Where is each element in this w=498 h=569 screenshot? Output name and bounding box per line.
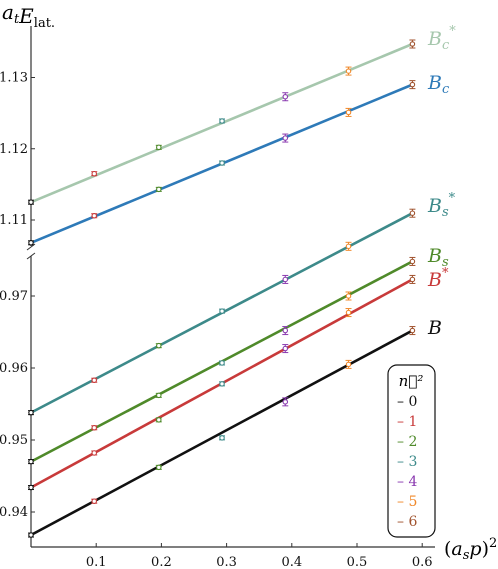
x-tick-label: 0.1 <box>86 555 107 569</box>
data-point <box>409 81 416 88</box>
series-label: Bc* <box>427 24 456 53</box>
y-tick: 0.96 <box>0 361 35 376</box>
data-point <box>282 345 289 352</box>
data-point <box>156 464 162 471</box>
legend-entry: – 6 <box>397 514 417 530</box>
legend-entry: – 5 <box>397 494 417 510</box>
series-lines <box>30 42 414 537</box>
data-point <box>28 409 34 416</box>
x-tick: 0.6 <box>412 543 433 569</box>
data-point <box>91 212 97 219</box>
x-tick-label: 0.5 <box>347 555 368 569</box>
data-point <box>91 425 97 431</box>
data-point <box>282 135 289 141</box>
data-point <box>219 118 225 124</box>
series-labels: Bc* Bc Bs* BsB* B <box>427 24 456 339</box>
y-axis-label: atElat. <box>2 0 55 31</box>
y-tick-label: 1.13 <box>0 71 28 86</box>
y-tick: 1.12 <box>0 142 35 157</box>
y-tick: 0.95 <box>0 433 35 448</box>
y-tick-label: 0.94 <box>0 505 28 520</box>
data-point <box>282 276 289 283</box>
data-point <box>91 170 97 177</box>
data-point <box>28 484 34 491</box>
data-point <box>345 68 352 74</box>
x-tick-label: 0.3 <box>216 555 237 569</box>
series-label: Bs <box>427 245 449 270</box>
data-point <box>219 360 225 366</box>
data-point <box>409 276 416 283</box>
legend-entry: – 1 <box>397 414 417 430</box>
data-point <box>345 309 352 316</box>
data-point <box>219 435 225 441</box>
data-point <box>409 41 416 47</box>
x-tick-label: 0.6 <box>412 555 433 569</box>
legend-entry: – 2 <box>397 434 417 450</box>
x-tick: 0.5 <box>347 543 368 569</box>
y-tick-label: 0.95 <box>0 433 28 448</box>
data-point <box>345 361 352 368</box>
data-point <box>345 109 352 116</box>
data-point <box>156 342 162 349</box>
x-tick: 0.4 <box>281 543 302 569</box>
data-point <box>28 532 34 538</box>
legend-title: n⃗² <box>399 372 424 390</box>
data-point <box>28 199 34 205</box>
series-label: Bs* <box>427 191 456 220</box>
data-point <box>219 308 225 314</box>
data-point <box>156 144 162 151</box>
axis-break-mark <box>26 252 36 260</box>
data-point <box>156 392 162 399</box>
data-point <box>28 240 34 246</box>
y-tick: 0.97 <box>0 289 35 304</box>
x-tick-label: 0.4 <box>281 555 302 569</box>
data-point <box>219 381 225 387</box>
x-tick: 0.2 <box>151 543 172 569</box>
series-label: B <box>427 317 442 339</box>
data-point <box>91 498 97 504</box>
data-point <box>219 160 225 166</box>
y-tick: 1.11 <box>0 213 35 228</box>
series-label: B* <box>427 266 449 291</box>
data-point <box>409 210 416 216</box>
data-point <box>91 450 97 456</box>
data-point <box>282 327 289 334</box>
data-point <box>156 186 162 193</box>
x-tick-label: 0.2 <box>151 555 172 569</box>
legend-box <box>387 364 436 538</box>
data-point <box>28 458 34 465</box>
y-tick: 1.13 <box>0 71 35 86</box>
data-point <box>409 258 416 265</box>
y-tick-label: 1.12 <box>0 142 28 157</box>
x-tick: 0.1 <box>86 543 107 569</box>
series-label: Bc <box>427 72 450 97</box>
legend-entry: – 0 <box>397 394 417 410</box>
y-tick-label: 1.11 <box>0 213 28 228</box>
data-point <box>409 327 416 334</box>
legend-entry: – 3 <box>397 454 417 470</box>
data-point <box>91 377 97 383</box>
y-tick-label: 0.96 <box>0 361 28 376</box>
legend: n⃗² – 0 – 1 – 2 – 3 – 4 – 5 – 6 <box>387 364 436 538</box>
data-point <box>282 399 289 405</box>
data-point <box>282 93 289 100</box>
data-point <box>345 293 352 299</box>
series-points <box>28 39 416 538</box>
data-point <box>156 417 162 423</box>
legend-entry: – 4 <box>397 474 417 490</box>
x-tick: 0.3 <box>216 543 237 569</box>
data-point <box>345 243 352 250</box>
x-axis-label: (asp)2 <box>444 536 497 563</box>
y-tick: 0.94 <box>0 505 35 520</box>
y-tick-label: 0.97 <box>0 289 28 304</box>
